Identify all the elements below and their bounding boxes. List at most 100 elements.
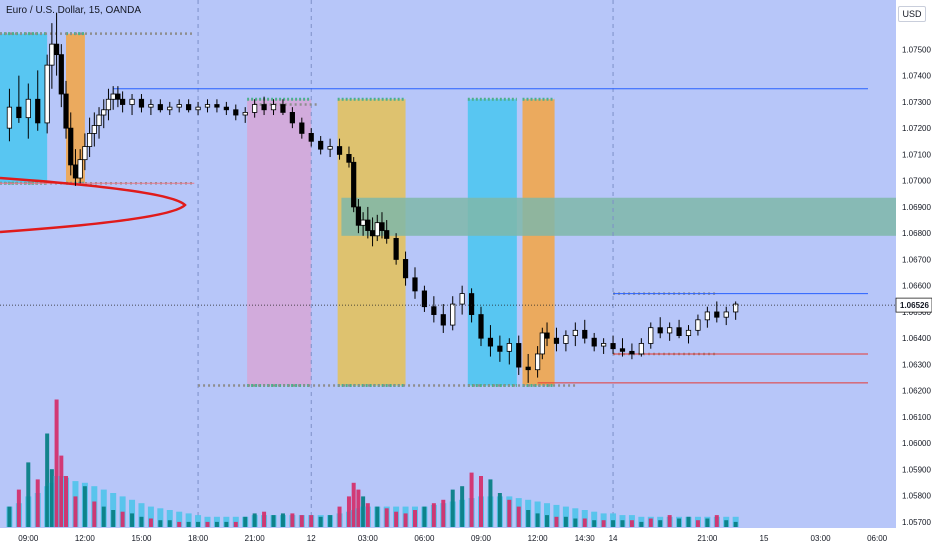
volume-average-bar bbox=[195, 515, 202, 527]
volume-bar bbox=[54, 399, 59, 527]
time-tick-label: 12:00 bbox=[528, 534, 549, 543]
candle-body bbox=[412, 277, 418, 292]
time-tick-label: 03:00 bbox=[811, 534, 832, 543]
candle-body bbox=[6, 106, 13, 129]
candle-body bbox=[87, 133, 93, 147]
volume-profile-curve bbox=[0, 176, 187, 234]
volume-bar bbox=[375, 506, 380, 527]
currency-button[interactable]: USD bbox=[898, 6, 926, 22]
volume-bar bbox=[111, 510, 116, 527]
candle-body bbox=[299, 122, 305, 134]
candle-body bbox=[148, 104, 154, 108]
volume-bar bbox=[394, 511, 399, 527]
price-tick-label: 1.07300 bbox=[902, 98, 931, 107]
volume-bar bbox=[677, 518, 682, 527]
volume-bar bbox=[573, 518, 578, 527]
candle-body bbox=[516, 343, 522, 368]
candle-body bbox=[648, 327, 654, 344]
time-tick-label: 06:00 bbox=[867, 534, 888, 543]
price-tick-label: 1.07200 bbox=[902, 124, 931, 133]
candle-body bbox=[384, 230, 390, 239]
volume-bar bbox=[658, 520, 663, 527]
time-axis[interactable]: 09:00 12:00 15:00 18:00 21:00 12 03:00 06:00 09:… bbox=[18, 534, 887, 543]
candles-layer bbox=[6, 12, 739, 383]
volume-bar bbox=[346, 496, 351, 527]
volume-bar bbox=[196, 521, 201, 527]
price-tick-label: 1.06200 bbox=[902, 387, 931, 396]
volume-bar bbox=[26, 462, 31, 527]
time-tick-label: 21:00 bbox=[697, 534, 718, 543]
zone-teal-6 bbox=[341, 197, 896, 236]
candle-body bbox=[459, 293, 465, 305]
volume-bar bbox=[148, 518, 153, 527]
candle-body bbox=[421, 290, 428, 308]
candle-body bbox=[63, 93, 69, 129]
volume-bar bbox=[271, 515, 276, 527]
candle-body bbox=[553, 337, 560, 344]
volume-average-bar bbox=[176, 511, 183, 527]
volume-bar bbox=[299, 515, 304, 527]
candle-body bbox=[535, 353, 541, 371]
candle-body bbox=[393, 238, 399, 260]
last-price-label: 1.06526 bbox=[900, 301, 929, 310]
price-tick-label: 1.06100 bbox=[902, 413, 931, 422]
time-tick-label: 06:00 bbox=[414, 534, 435, 543]
candle-body bbox=[176, 104, 182, 108]
volume-bar bbox=[328, 515, 333, 527]
volume-average-bar bbox=[147, 506, 154, 527]
volume-bar bbox=[177, 521, 182, 527]
candle-body bbox=[365, 219, 371, 231]
candle-body bbox=[242, 112, 248, 116]
candle-body bbox=[68, 127, 74, 166]
volume-bar bbox=[49, 469, 54, 527]
volume-bar bbox=[73, 496, 78, 527]
candle-body bbox=[77, 159, 83, 179]
price-tick-label: 1.06900 bbox=[902, 203, 931, 212]
candle-body bbox=[101, 109, 107, 116]
time-tick-label: 12 bbox=[307, 534, 316, 543]
price-axis[interactable]: 1.07500 1.07400 1.07300 1.07200 1.07100 1.070… bbox=[902, 45, 931, 527]
price-tick-label: 1.06300 bbox=[902, 360, 931, 369]
volume-bar bbox=[384, 508, 389, 527]
volume-bar bbox=[351, 482, 356, 527]
price-tick-label: 1.07000 bbox=[902, 177, 931, 186]
symbol-title: Euro / U.S. Dollar, 15, OANDA bbox=[6, 5, 142, 16]
candle-body bbox=[129, 98, 135, 105]
volume-bar bbox=[101, 506, 106, 527]
candle-body bbox=[374, 222, 380, 237]
candle-body bbox=[572, 329, 578, 336]
volume-bar bbox=[611, 520, 616, 527]
price-tick-label: 1.06000 bbox=[902, 439, 931, 448]
volume-bar bbox=[535, 513, 540, 527]
volume-bar bbox=[733, 521, 738, 527]
candle-body bbox=[16, 106, 22, 119]
volume-bar bbox=[82, 486, 87, 527]
candle-body bbox=[714, 311, 720, 318]
price-tick-label: 1.06800 bbox=[902, 229, 931, 238]
volume-bar bbox=[601, 520, 606, 527]
volume-bar bbox=[243, 516, 248, 527]
candle-body bbox=[478, 314, 484, 339]
volume-bar bbox=[167, 520, 172, 527]
plot-background bbox=[0, 0, 896, 528]
volume-bar bbox=[337, 506, 342, 527]
volume-bar bbox=[592, 520, 597, 527]
volume-bar bbox=[516, 506, 521, 527]
candle-body bbox=[58, 54, 64, 95]
candle-body bbox=[704, 311, 710, 321]
levels-layer bbox=[0, 32, 868, 387]
time-tick-label: 18:00 bbox=[188, 534, 209, 543]
volume-bar bbox=[686, 516, 691, 527]
volume-bar bbox=[714, 515, 719, 527]
candle-body bbox=[497, 345, 503, 352]
volume-bar bbox=[705, 518, 710, 527]
volume-bar bbox=[403, 513, 408, 527]
volume-bar bbox=[252, 513, 257, 527]
time-tick-label: 09:00 bbox=[18, 534, 39, 543]
candle-body bbox=[723, 311, 729, 318]
volume-bar bbox=[695, 520, 700, 527]
last-price-marker: 1.06526 bbox=[0, 297, 932, 313]
candle-body bbox=[468, 293, 475, 315]
